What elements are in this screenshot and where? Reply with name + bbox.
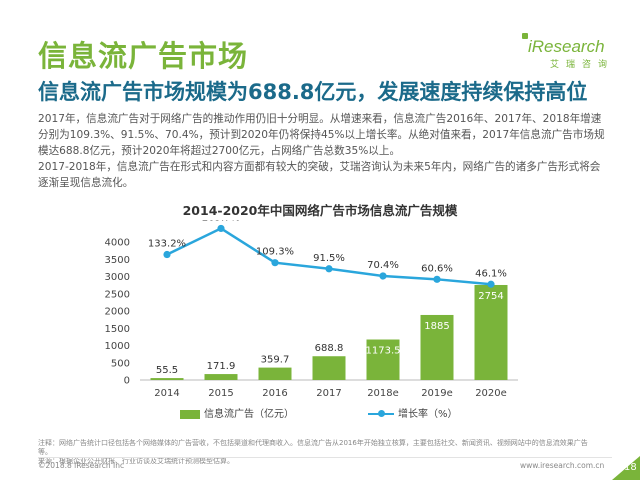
logo-brand: iResearch [528, 37, 605, 56]
bar [258, 367, 292, 380]
x-tick-label: 2016 [262, 388, 287, 399]
y-tick-label: 1500 [105, 324, 130, 335]
body-text: 2017年，信息流广告对于网络广告的推动作用仍旧十分明显。从增速来看，信息流广告… [38, 111, 610, 191]
footer-divider [38, 457, 612, 458]
bar [312, 356, 346, 380]
x-tick-label: 2020e [475, 388, 507, 399]
growth-rate-label: 109.3% [256, 247, 294, 258]
chart-title: 2014-2020年中国网络广告市场信息流广告规模 [182, 203, 458, 218]
bar-value-label: 359.7 [261, 355, 290, 366]
bar-value-label: 1885 [424, 321, 449, 332]
footnote: 注释：网络广告统计口径包括各个网络媒体的广告营收，不包括渠道和代理商收入。信息流… [38, 439, 598, 466]
legend-item-bar: 信息流广告（亿元） [180, 405, 294, 420]
chart-legend: 信息流广告（亿元） 增长率（%） [0, 405, 640, 420]
bar-value-label: 688.8 [315, 343, 344, 354]
bar [204, 374, 238, 380]
growth-rate-label: 60.6% [421, 263, 453, 274]
y-tick-label: 1000 [105, 341, 130, 352]
growth-rate-point [217, 224, 225, 233]
footnote-line: 注释：网络广告统计口径包括各个网络媒体的广告营收，不包括渠道和代理商收入。信息流… [38, 439, 588, 456]
logo-brand-cn: 艾瑞咨询 [550, 60, 615, 70]
slide-subtitle: 信息流广告市场规模为688.8亿元，发展速度持续保持高位 [38, 80, 588, 104]
website: www.iresearch.com.cn [520, 461, 605, 470]
logo-mark-icon [522, 33, 528, 39]
legend-item-line: 增长率（%） [368, 405, 458, 420]
slide-title: 信息流广告市场 [38, 39, 249, 73]
x-tick-label: 2014 [154, 388, 179, 399]
growth-rate-point [271, 259, 279, 267]
bar-value-label: 171.9 [207, 361, 236, 372]
legend-bar-swatch [180, 409, 200, 419]
legend-line-label: 增长率（%） [398, 409, 458, 420]
page-number: 18 [624, 462, 637, 473]
x-tick-label: 2017 [316, 388, 341, 399]
growth-rate-point [325, 265, 333, 273]
y-tick-label: 2500 [105, 289, 130, 300]
growth-rate-label: 46.1% [475, 268, 507, 279]
bar [474, 284, 508, 380]
y-tick-label: 500 [111, 358, 130, 369]
y-tick-label: 0 [124, 376, 130, 387]
x-tick-label: 2018e [367, 388, 399, 399]
bar [366, 339, 400, 380]
chart-plot: 0 500 1000 1500 2000 2500 3000 3500 4000 55.5 2014… [105, 220, 518, 399]
x-tick-label: 2015 [208, 388, 233, 399]
growth-rate-label: 133.2% [148, 239, 186, 250]
growth-rate-point [487, 280, 495, 288]
y-tick-label: 2000 [105, 307, 130, 318]
bar-value-label: 2754 [478, 291, 503, 302]
footnote-line: 来源：根据企业公开财报、行业访谈及艾瑞统计预测模型估算。 [38, 457, 234, 465]
x-tick-label: 2019e [421, 388, 453, 399]
legend-line-swatch [368, 410, 394, 417]
y-tick-label: 4000 [105, 238, 130, 249]
body-paragraph: 2017-2018年，信息流广告在形式和内容方面都有较大的突破，艾瑞咨询认为未来… [38, 161, 601, 189]
body-paragraph: 2017年，信息流广告对于网络广告的推动作用仍旧十分明显。从增速来看，信息流广告… [38, 113, 605, 157]
growth-rate-label: 209.7% [202, 220, 240, 223]
bar-value-label: 55.5 [156, 365, 178, 376]
page-number-badge [612, 456, 640, 480]
y-tick-label: 3000 [105, 272, 130, 283]
growth-rate-label: 91.5% [313, 253, 345, 264]
bar-value-label: 1173.5 [366, 346, 401, 357]
growth-rate-point [433, 275, 441, 283]
iresearch-logo: iResearch 艾瑞咨询 [522, 33, 608, 73]
growth-rate-point [163, 250, 171, 259]
growth-rate-point [379, 272, 387, 280]
copyright: ©2018.8 iResearch Inc [38, 461, 125, 470]
y-tick-label: 3500 [105, 255, 130, 266]
bar [150, 378, 184, 380]
growth-rate-label: 70.4% [367, 260, 399, 271]
bar [420, 314, 454, 380]
legend-bar-label: 信息流广告（亿元） [204, 409, 294, 420]
